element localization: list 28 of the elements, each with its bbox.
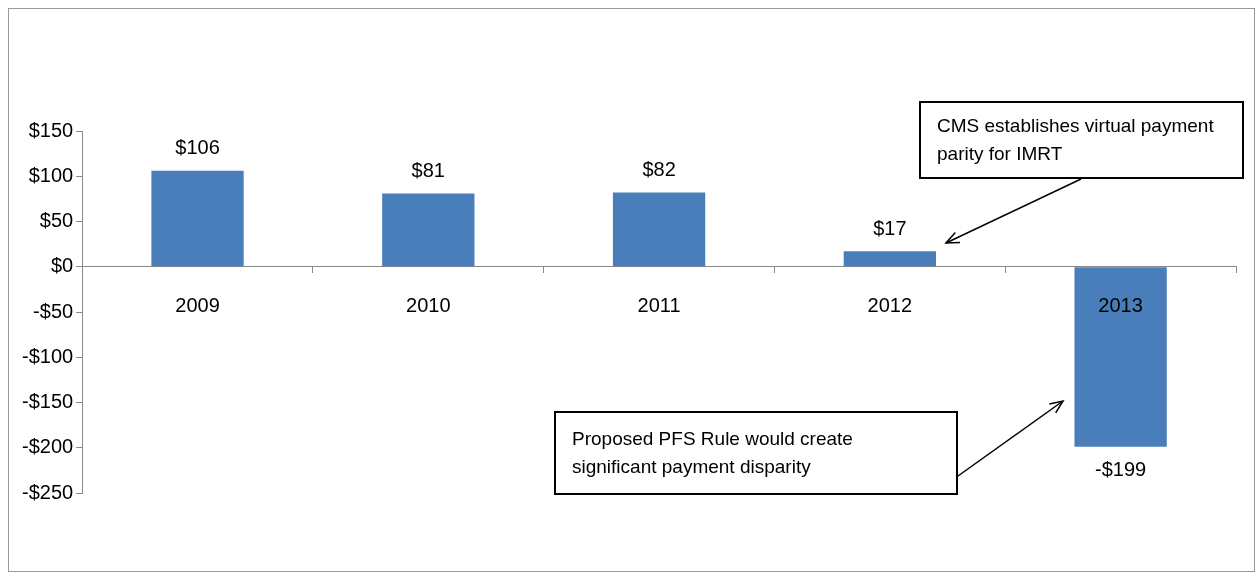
y-tick-label: -$50 <box>33 299 74 322</box>
annotation: CMS establishes virtual payment parity for IMRT <box>937 114 1215 166</box>
y-tick-label: $150 <box>28 118 74 141</box>
bar <box>612 192 706 267</box>
y-tick-label: $100 <box>28 163 74 186</box>
data-label: -$199 <box>1095 458 1147 481</box>
y-tick-label: $50 <box>39 209 74 232</box>
x-tick-label: 2013 <box>1098 294 1143 317</box>
data-label: $106 <box>175 136 220 159</box>
y-tick-label: $0 <box>50 254 74 277</box>
bar <box>382 193 475 267</box>
y-tick-label: -$150 <box>22 390 74 413</box>
x-tick-label: 2012 <box>867 294 913 317</box>
data-label: $81 <box>411 158 445 181</box>
y-tick-label: -$250 <box>22 480 74 503</box>
data-label: $82 <box>642 158 676 181</box>
bar <box>151 170 244 267</box>
x-tick-label: 2011 <box>637 294 681 317</box>
note-box: Proposed PFS Rule would create significant payment disparity <box>554 411 958 495</box>
y-tick-label: -$200 <box>22 435 74 458</box>
data-label: $17 <box>873 216 907 239</box>
bar <box>1074 267 1167 447</box>
annotation: Proposed PFS Rule would create significant payment disparity <box>572 427 854 479</box>
bar <box>843 251 936 267</box>
x-tick-label: 2009 <box>175 294 220 317</box>
x-tick-label: 2010 <box>406 294 451 317</box>
note-box: CMS establishes virtual payment parity for IMRT <box>919 101 1244 179</box>
y-tick-label: -$100 <box>22 344 74 367</box>
